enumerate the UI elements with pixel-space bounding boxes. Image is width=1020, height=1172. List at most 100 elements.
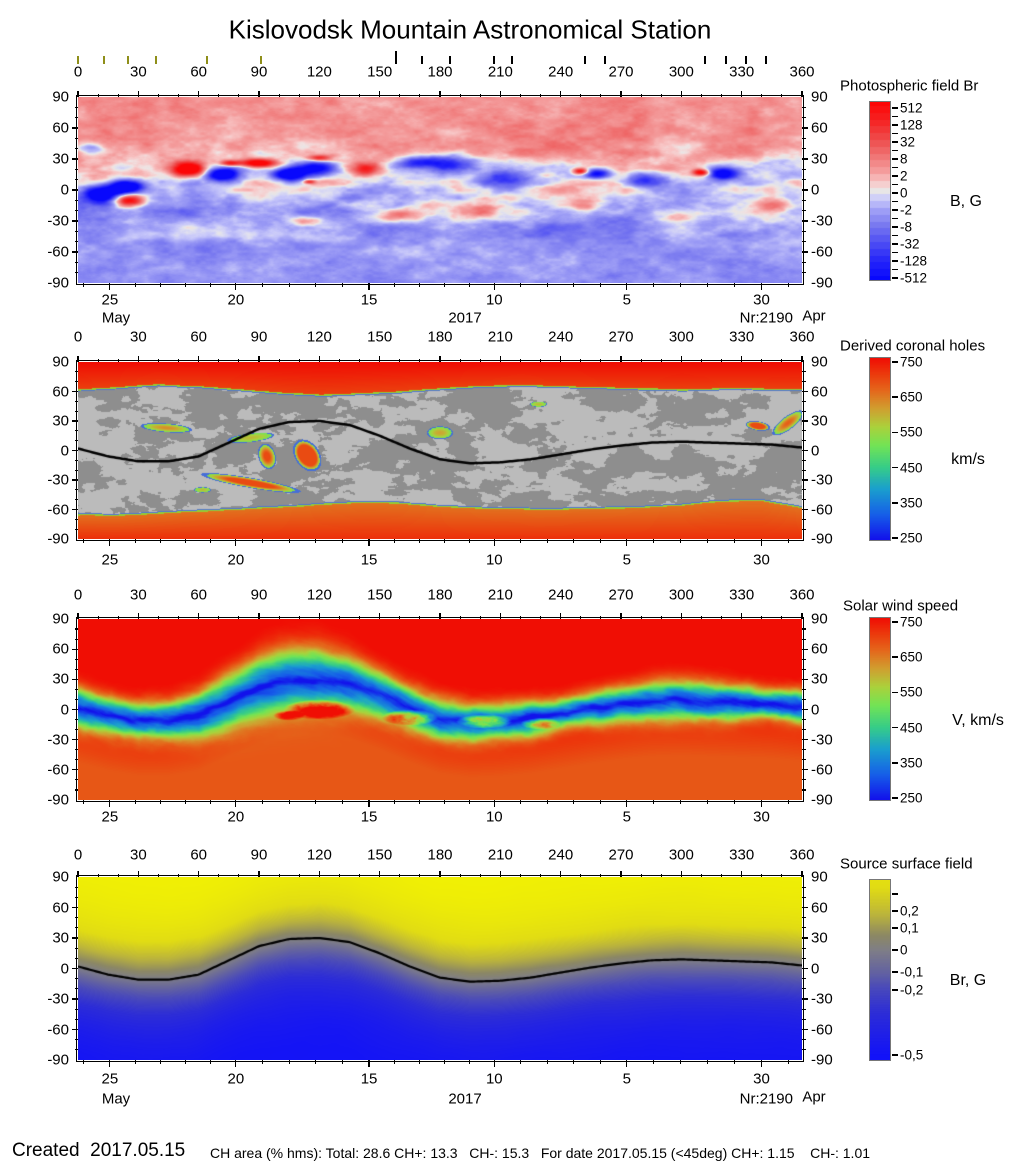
lat-tick-label: 90 xyxy=(52,88,69,106)
colorbar-tick-label: -8 xyxy=(900,219,913,235)
observation-tick-black xyxy=(511,56,514,64)
lat-tick-mark xyxy=(802,789,806,791)
colorbar-tick-label: 32 xyxy=(900,134,916,150)
colorbar-title-photospheric: Photospheric field Br xyxy=(840,77,979,95)
lat-tick-mark xyxy=(74,381,78,383)
lat-tick-mark xyxy=(74,518,78,520)
lat-tick-label: -30 xyxy=(811,731,833,749)
date-tick-mark xyxy=(493,539,495,546)
date-tick-label: 20 xyxy=(227,1070,245,1088)
colorbar-tick-mark xyxy=(892,260,898,262)
lon-tick-mark xyxy=(580,873,582,877)
colorbar-tick-mark xyxy=(892,115,898,118)
colorbar-tick-mark xyxy=(892,910,898,912)
colorbar-title-coronal-holes: Derived coronal holes xyxy=(840,337,986,355)
lon-tick-mark xyxy=(258,90,260,97)
date-minor-tick-mark xyxy=(546,1060,548,1064)
colorbar-tick-mark xyxy=(892,949,898,951)
lon-tick-mark xyxy=(519,615,522,619)
date-minor-tick-mark xyxy=(184,800,186,804)
lat-tick-mark xyxy=(72,678,78,680)
lon-tick-mark xyxy=(258,870,260,877)
lat-tick-mark xyxy=(802,769,808,771)
lon-tick-mark xyxy=(720,93,723,97)
date-minor-tick-mark xyxy=(418,800,420,804)
lat-tick-mark xyxy=(74,698,78,701)
lat-tick-mark xyxy=(802,1008,806,1010)
lon-tick-mark xyxy=(660,615,662,619)
lon-tick-mark xyxy=(560,355,562,362)
colorbar-tick-mark xyxy=(892,927,898,929)
lat-tick-mark xyxy=(72,449,78,452)
lat-tick-mark xyxy=(74,137,78,139)
year-label: 2017 xyxy=(448,1090,482,1108)
lon-tick-mark xyxy=(278,93,280,97)
lat-tick-mark xyxy=(72,998,78,1000)
lat-tick-mark xyxy=(74,658,78,660)
colorbar-tick-mark xyxy=(892,226,898,228)
lat-tick-mark xyxy=(72,420,78,422)
colorbar-tick-label: 0,2 xyxy=(900,903,919,919)
lat-tick-mark xyxy=(72,739,78,741)
lon-tick-mark xyxy=(580,615,582,619)
lon-tick-mark xyxy=(318,612,320,619)
lat-tick-mark xyxy=(802,967,808,970)
lon-tick-mark xyxy=(177,93,180,97)
date-tick-mark xyxy=(493,800,495,807)
lon-tick-mark xyxy=(560,870,562,877)
lon-tick-mark xyxy=(358,615,361,619)
lon-tick-mark xyxy=(741,355,743,362)
lon-tick-mark xyxy=(720,873,723,877)
date-minor-tick-mark xyxy=(787,283,789,287)
lat-tick-mark xyxy=(74,1039,78,1041)
lon-tick-mark xyxy=(761,358,763,362)
lon-tick-mark xyxy=(479,873,481,877)
lat-tick-label: 30 xyxy=(811,412,828,430)
lat-tick-mark xyxy=(74,978,78,980)
lon-tick-label: 210 xyxy=(487,846,513,864)
date-minor-tick-mark xyxy=(680,283,682,287)
lon-tick-mark xyxy=(680,355,682,362)
lat-tick-label: -30 xyxy=(811,471,833,489)
lon-tick-mark xyxy=(358,873,361,877)
lon-tick-label: 30 xyxy=(129,846,147,864)
date-minor-tick-mark xyxy=(468,1060,470,1064)
lon-tick-mark xyxy=(560,90,562,97)
lat-tick-mark xyxy=(802,638,806,640)
lon-tick-label: 360 xyxy=(789,328,815,346)
lon-tick-mark xyxy=(539,358,542,362)
lon-tick-mark xyxy=(620,612,622,619)
lon-tick-mark xyxy=(379,355,381,362)
lon-tick-mark xyxy=(479,93,481,97)
lon-tick-mark xyxy=(741,612,743,619)
lon-tick-mark xyxy=(660,873,662,877)
lon-tick-mark xyxy=(177,873,180,877)
colorbar-tick-label: -128 xyxy=(900,253,928,269)
lat-tick-mark xyxy=(802,106,806,108)
colorbar-tick-label: 450 xyxy=(900,460,923,476)
lat-tick-mark xyxy=(802,390,808,393)
photospheric-map-canvas xyxy=(78,97,802,283)
lon-tick-label: 30 xyxy=(129,586,147,604)
lat-tick-mark xyxy=(72,1028,78,1031)
lon-tick-label: 270 xyxy=(608,328,634,346)
lat-tick-mark xyxy=(802,937,808,939)
lat-tick-mark xyxy=(74,489,78,491)
lat-tick-label: 60 xyxy=(811,899,828,916)
page-title: Kislovodsk Mountain Astronomical Station xyxy=(228,14,712,45)
date-minor-tick-mark xyxy=(341,800,343,804)
lat-tick-mark xyxy=(802,117,806,119)
lat-tick-mark xyxy=(74,628,78,630)
date-minor-tick-mark xyxy=(288,800,290,804)
colorbar-tick-label: 512 xyxy=(900,100,923,116)
date-minor-tick-mark xyxy=(184,283,186,287)
date-tick-mark xyxy=(109,800,111,807)
date-minor-tick-mark xyxy=(210,1060,212,1064)
lon-tick-mark xyxy=(519,358,522,362)
lat-tick-mark xyxy=(74,718,78,721)
lon-tick-label: 30 xyxy=(129,63,147,81)
lat-tick-mark xyxy=(802,241,806,243)
lat-tick-label: -90 xyxy=(47,791,69,809)
lat-tick-mark xyxy=(802,499,806,501)
